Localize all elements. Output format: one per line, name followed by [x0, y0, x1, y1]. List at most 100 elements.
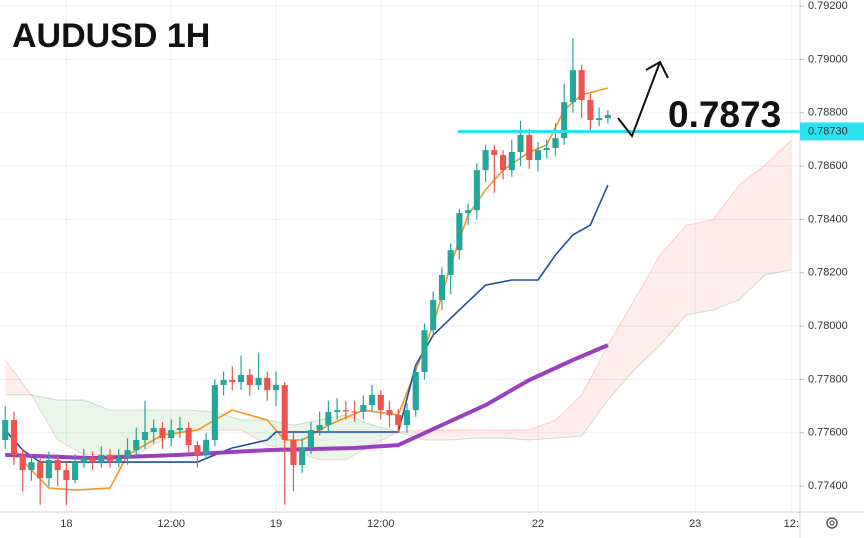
candle-body — [517, 134, 524, 152]
cloud-fill — [503, 430, 530, 440]
candle-body — [281, 385, 288, 440]
candle-body — [526, 134, 533, 160]
candle-body — [569, 70, 576, 103]
candle-body — [596, 118, 603, 120]
candle-body — [272, 385, 280, 391]
candle-body — [290, 440, 297, 466]
candle-body — [45, 460, 52, 479]
indicator-line — [5, 343, 609, 461]
candle-body — [203, 440, 210, 455]
candle-body — [473, 170, 480, 211]
candle-body — [255, 377, 262, 386]
candle-body — [360, 405, 367, 412]
x-tick-label: 22 — [532, 518, 544, 530]
candle-body — [447, 250, 454, 275]
candle-body — [37, 462, 44, 479]
chart-title: AUDUSD 1H — [12, 17, 210, 55]
candle-body — [325, 412, 332, 426]
cloud-fill — [581, 345, 608, 436]
candle-body — [10, 420, 18, 455]
settings-icon[interactable] — [826, 517, 838, 529]
candles — [2, 38, 611, 505]
cloud-fill — [634, 254, 661, 371]
candle-body — [28, 462, 35, 471]
y-tick-label: 0.79200 — [808, 0, 848, 12]
candle-body — [421, 330, 428, 372]
candle-body — [552, 138, 559, 148]
candle-body — [80, 458, 87, 463]
cloud-fill — [712, 185, 739, 311]
cloud-fill — [5, 360, 32, 395]
grid — [0, 0, 800, 512]
y-tick-label: 0.78200 — [808, 267, 848, 279]
axes: 0.77400 0.77600 0.77800 0.78000 0.78200 0.784… — [60, 0, 864, 530]
candle-body — [89, 458, 96, 463]
price-tag-label: 0.78730 — [808, 125, 848, 137]
candle-body — [438, 274, 445, 300]
candle-body — [491, 150, 498, 155]
candle-body — [456, 213, 463, 251]
candle-body — [342, 410, 349, 412]
cloud-fill — [660, 225, 687, 346]
candle-body — [115, 458, 122, 463]
candle-body — [587, 100, 594, 120]
candle-body — [386, 410, 393, 415]
cloud-fill — [83, 400, 111, 455]
cloud-fill — [738, 165, 766, 300]
cloud-fill — [476, 430, 504, 439]
cloud-fill — [31, 394, 58, 440]
y-tick-label: 0.77400 — [808, 480, 848, 492]
x-tick-label: 12:00 — [157, 518, 185, 530]
candle-body — [185, 428, 192, 446]
candle-body — [19, 454, 26, 471]
y-tick-label: 0.78400 — [808, 213, 848, 225]
candle-body — [543, 148, 550, 151]
cloud-fill — [424, 430, 451, 440]
cloud-fill — [555, 394, 582, 439]
gear-center[interactable] — [829, 520, 835, 526]
cloud-fill — [372, 425, 399, 446]
candle-body — [133, 440, 140, 451]
cloud-fill — [241, 420, 268, 446]
drawn-arrow-head — [645, 60, 669, 79]
x-tick-label: 12:00 — [367, 518, 395, 530]
candle-body — [237, 374, 245, 383]
candle-body — [334, 410, 341, 412]
candle-body — [299, 448, 306, 466]
candle-body — [98, 454, 105, 463]
cloud-fill — [319, 414, 346, 460]
candle-body — [465, 210, 472, 214]
cloud-fill — [765, 140, 792, 275]
cloud-fill — [57, 400, 84, 455]
cloud-fill — [450, 430, 477, 440]
cloud-fill — [136, 410, 163, 455]
candle-body — [604, 114, 611, 119]
y-tick-label: 0.78600 — [808, 160, 848, 172]
candle-body — [220, 380, 227, 386]
x-tick-label: 12: — [784, 518, 799, 530]
level-label: 0.7873 — [668, 94, 781, 135]
candle-body — [500, 154, 507, 171]
x-tick-label: 23 — [689, 518, 701, 530]
candle-body — [430, 300, 437, 331]
drawn-arrow — [617, 61, 661, 139]
candle-body — [403, 410, 411, 426]
candle-body — [368, 394, 376, 406]
y-tick-label: 0.79000 — [808, 53, 848, 65]
candle-body — [150, 428, 157, 432]
candle-body — [316, 425, 323, 431]
candle-body — [141, 432, 149, 440]
candle-body — [168, 430, 175, 439]
y-tick-label: 0.77600 — [808, 427, 848, 439]
candle-body — [578, 70, 585, 100]
cloud-fill — [110, 410, 137, 455]
candle-body — [106, 454, 114, 463]
price-tag — [800, 122, 864, 141]
candle-body — [377, 394, 384, 411]
candle-body — [482, 150, 489, 171]
candle-body — [72, 462, 79, 480]
candle-body — [63, 470, 70, 480]
gear[interactable] — [826, 517, 838, 529]
candle-body — [211, 385, 218, 440]
